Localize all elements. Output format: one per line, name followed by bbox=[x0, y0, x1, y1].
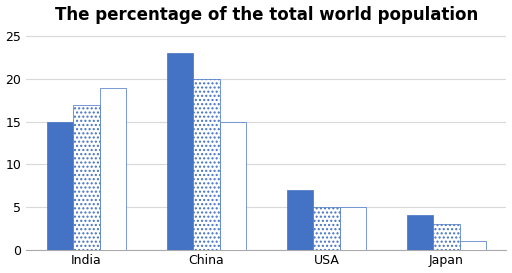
Bar bbox=[220, 122, 246, 250]
Bar bbox=[407, 215, 433, 250]
Bar bbox=[47, 122, 73, 250]
Bar bbox=[313, 207, 339, 250]
Bar bbox=[99, 88, 126, 250]
Title: The percentage of the total world population: The percentage of the total world popula… bbox=[55, 5, 478, 23]
Bar bbox=[167, 54, 193, 250]
Bar bbox=[339, 207, 366, 250]
Bar bbox=[193, 79, 220, 250]
Bar bbox=[73, 105, 99, 250]
Bar bbox=[433, 224, 460, 250]
Bar bbox=[287, 190, 313, 250]
Bar bbox=[460, 241, 486, 250]
